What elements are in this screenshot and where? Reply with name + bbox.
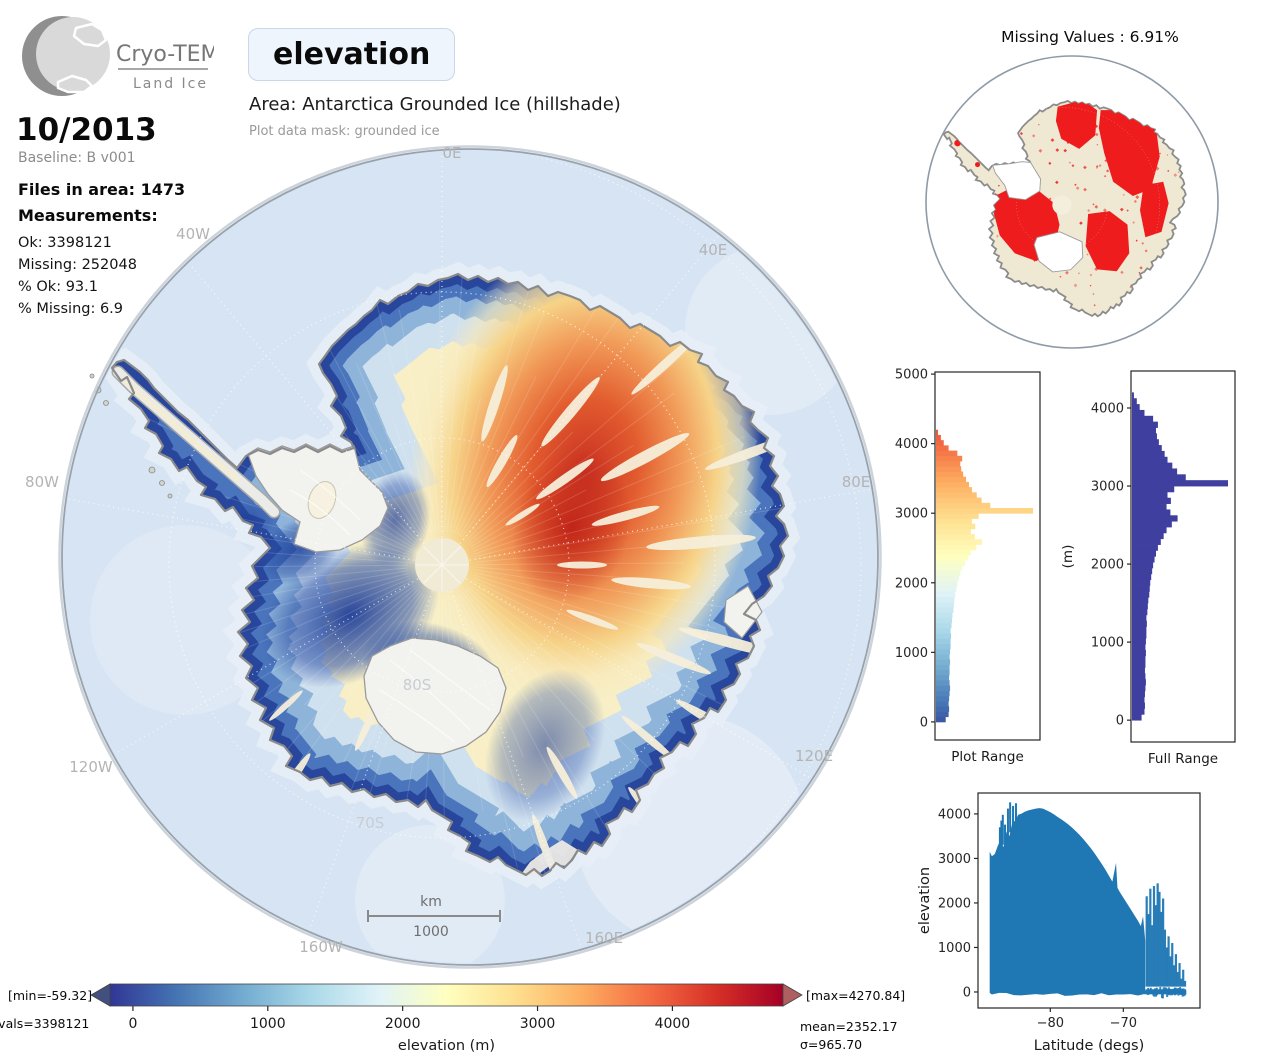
minimap-title: Missing Values : 6.91% [1001, 28, 1179, 46]
victoria-land-tongue [520, 840, 578, 876]
svg-text:3000: 3000 [1091, 480, 1124, 495]
graticule-labels: 0E 40E 80E 120E 160E 160W 120W 80W 40W 80S 70S [25, 144, 870, 956]
measurements-heading: Measurements: [18, 206, 158, 225]
peninsula-ridge [124, 380, 240, 482]
svg-text:160E: 160E [585, 929, 623, 947]
date-label: 10/2013 [16, 112, 157, 148]
elevation-colorbar: 0 1000 2000 3000 4000 elevation (m) [90, 983, 803, 1054]
colorbar-sigma-label: σ=965.70 [800, 1037, 863, 1052]
colorbar-min-label: [min=-59.32] [8, 988, 93, 1003]
stat-missing: Missing: 252048 [18, 257, 137, 273]
svg-text:4000: 4000 [938, 807, 971, 822]
svg-text:0E: 0E [442, 144, 461, 162]
stat-pct-ok: % Ok: 93.1 [18, 279, 98, 295]
antarctica-elevation-map: km 1000 0E 40E 80E 120E 160E 160W 120W 80W 40W 80… [25, 144, 882, 969]
svg-text:0: 0 [128, 1016, 137, 1032]
svg-text:4000: 4000 [1091, 401, 1124, 416]
svg-text:0: 0 [1116, 714, 1124, 729]
svg-text:1000: 1000 [938, 941, 971, 956]
colorbar-max-label: [max=4270.84] [806, 988, 906, 1003]
logo-greenland-icon [72, 22, 108, 48]
svg-text:4000: 4000 [895, 437, 928, 452]
stat-ok: Ok: 3398121 [18, 235, 112, 251]
elevation-latitude-scatter: 0 1000 2000 3000 4000 −80 −70 Latitude (degs) el… [915, 783, 1272, 1064]
logo-subtitle: Land Ice [133, 76, 208, 92]
files-in-area: Files in area: 1473 [18, 180, 186, 199]
svg-text:4000: 4000 [655, 1016, 691, 1032]
svg-text:elevation: elevation [917, 867, 933, 934]
baseline-label: Baseline: B v001 [18, 150, 136, 166]
svg-text:−70: −70 [1110, 1016, 1137, 1031]
colorbar-nvals-label: n_vals=3398121 [0, 1016, 90, 1031]
svg-text:2000: 2000 [1091, 558, 1124, 573]
minimap-ronne-shelf [991, 161, 1041, 201]
variable-chip: elevation [248, 28, 456, 81]
svg-text:80W: 80W [25, 473, 59, 491]
svg-text:1000: 1000 [895, 646, 928, 661]
svg-text:40E: 40E [699, 241, 728, 259]
svg-text:0: 0 [920, 715, 928, 730]
area-title: Area: Antarctica Grounded Ice (hillshade… [249, 94, 621, 115]
svg-text:160W: 160W [299, 938, 343, 956]
berkner-island [307, 481, 337, 519]
colorbar-mean-label: mean=2352.17 [800, 1019, 898, 1034]
map-rim [61, 148, 879, 966]
svg-text:2000: 2000 [938, 896, 971, 911]
plot-data-mask: Plot data mask: grounded ice [249, 124, 440, 139]
logo-title: Cryo-TEMPO [116, 42, 214, 67]
full-range-histogram: 0 1000 2000 3000 4000 Full Range (m) [1056, 360, 1242, 776]
amery-ice-shelf [723, 585, 763, 639]
svg-text:2000: 2000 [385, 1016, 421, 1032]
scale-bar: km 1000 [367, 894, 501, 940]
stat-pct-missing: % Missing: 6.9 [18, 301, 124, 317]
svg-text:120E: 120E [795, 747, 833, 765]
map-rim-outer [58, 145, 882, 969]
svg-text:Latitude (degs): Latitude (degs) [1034, 1038, 1145, 1054]
minimap-ross-shelf [1033, 231, 1084, 273]
svg-text:1000: 1000 [250, 1016, 286, 1032]
svg-text:2000: 2000 [895, 576, 928, 591]
svg-text:elevation (m): elevation (m) [398, 1038, 495, 1054]
svg-text:80E: 80E [842, 473, 871, 491]
svg-text:40W: 40W [176, 225, 210, 243]
svg-text:70S: 70S [356, 814, 385, 832]
offshore-islands [89, 373, 173, 499]
pole-hole-spokes [416, 539, 468, 591]
svg-text:5000: 5000 [895, 368, 928, 383]
svg-text:−80: −80 [1037, 1016, 1064, 1031]
plot-range-histogram: 0 1000 2000 3000 4000 5000 Plot Range [880, 360, 1050, 776]
svg-text:3000: 3000 [895, 507, 928, 522]
svg-text:3000: 3000 [938, 852, 971, 867]
shelf-streaks [289, 469, 491, 743]
missing-values-minimap [925, 55, 1219, 349]
svg-text:(m): (m) [1060, 545, 1076, 569]
svg-text:80S: 80S [403, 676, 432, 694]
svg-text:1000: 1000 [1091, 636, 1124, 651]
scale-bar-unit: km [420, 894, 442, 910]
minimap-pole-hole [1052, 195, 1072, 215]
svg-text:Plot Range: Plot Range [951, 749, 1024, 765]
svg-text:Full Range: Full Range [1148, 751, 1218, 767]
svg-text:0: 0 [963, 985, 971, 1000]
cryo-tempo-logo: Cryo-TEMPO Land Ice [22, 16, 214, 96]
svg-text:3000: 3000 [520, 1016, 556, 1032]
logo-antarctica-icon [56, 74, 94, 94]
scale-bar-length: 1000 [413, 924, 449, 940]
svg-text:120W: 120W [69, 758, 113, 776]
